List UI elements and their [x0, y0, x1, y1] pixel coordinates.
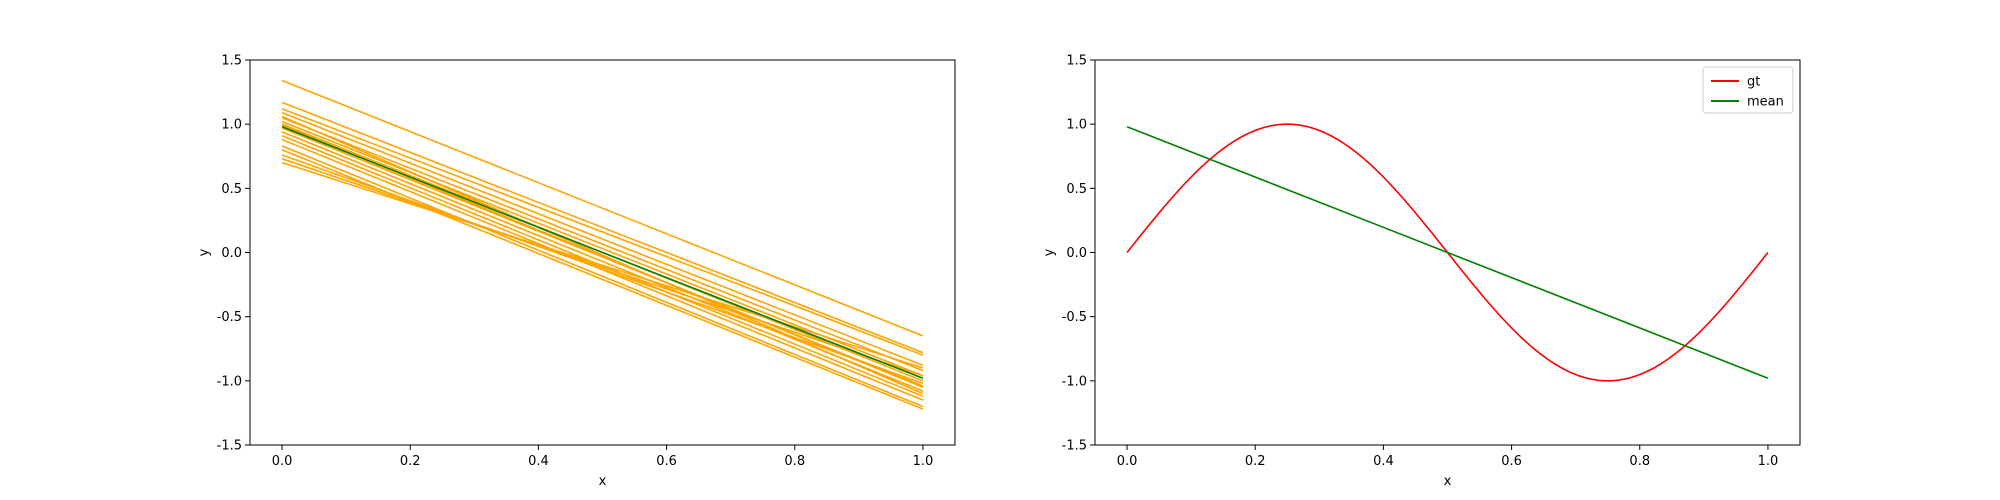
- left-y-ticks: -1.5 -1.0 -0.5 0.0 0.5 1.0 1.5: [217, 54, 250, 454]
- y-tick-label: 1.5: [221, 54, 242, 69]
- x-tick-label: 0.6: [1501, 454, 1522, 469]
- sample-line: [281, 158, 924, 377]
- y-tick-label: -1.0: [1062, 374, 1087, 389]
- legend-mean-label: mean: [1747, 95, 1784, 110]
- right-y-ticks: -1.5 -1.0 -0.5 0.0 0.5 1.0 1.5: [1062, 54, 1095, 454]
- sample-line: [281, 111, 924, 367]
- mean-line: [281, 125, 924, 380]
- y-tick-label: -1.5: [1062, 439, 1087, 454]
- x-tick-label: 1.0: [913, 454, 934, 469]
- y-tick-label: 0.0: [1066, 246, 1087, 261]
- y-tick-label: 0.5: [221, 182, 242, 197]
- sample-line: [281, 145, 924, 408]
- x-tick-label: 0.8: [1629, 454, 1650, 469]
- x-tick-label: 1.0: [1758, 454, 1779, 469]
- x-tick-label: 0.4: [1373, 454, 1394, 469]
- y-tick-label: -0.5: [217, 310, 242, 325]
- y-tick-label: -0.5: [1062, 310, 1087, 325]
- sample-line: [281, 117, 924, 372]
- sample-line: [281, 161, 924, 369]
- mean-line: [1126, 125, 1769, 380]
- x-tick-label: 0.0: [1117, 454, 1138, 469]
- y-tick-label: 0.0: [221, 246, 242, 261]
- x-tick-label: 0.6: [656, 454, 677, 469]
- y-tick-label: -1.0: [217, 374, 242, 389]
- legend-gt-label: gt: [1747, 75, 1760, 90]
- left-x-ticks: 0.0 0.2 0.4 0.6 0.8 1.0: [272, 445, 934, 469]
- sample-line: [281, 79, 924, 337]
- y-tick-label: 1.5: [1066, 54, 1087, 69]
- sample-line: [281, 108, 924, 356]
- right-subplot: 0.0 0.2 0.4 0.6 0.8 1.0 -1.5 -1.0 -0.5 0.0 0.5 1.0…: [1042, 54, 1801, 489]
- sample-line: [281, 101, 924, 354]
- sample-line: [281, 154, 924, 385]
- y-tick-label: -1.5: [217, 439, 242, 454]
- x-tick-label: 0.0: [272, 454, 293, 469]
- x-tick-label: 0.8: [784, 454, 805, 469]
- y-tick-label: 0.5: [1066, 182, 1087, 197]
- y-tick-label: 1.0: [221, 118, 242, 133]
- right-y-axis-label: y: [1042, 248, 1057, 256]
- legend: gt mean: [1702, 66, 1794, 114]
- x-tick-label: 0.2: [400, 454, 421, 469]
- sample-line: [281, 115, 924, 395]
- y-tick-label: 1.0: [1066, 118, 1087, 133]
- x-tick-label: 0.2: [1245, 454, 1266, 469]
- left-subplot: 0.0 0.2 0.4 0.6 0.8 1.0 -1.5 -1.0 -0.5 0.0 0.5 1.0…: [197, 54, 956, 489]
- left-y-axis-label: y: [197, 248, 212, 256]
- x-tick-label: 0.4: [528, 454, 549, 469]
- right-x-axis-label: x: [1444, 474, 1452, 489]
- left-x-axis-label: x: [599, 474, 607, 489]
- left-plot-lines: [281, 79, 924, 410]
- right-x-ticks: 0.0 0.2 0.4 0.6 0.8 1.0: [1117, 445, 1779, 469]
- right-plot-lines: [1126, 123, 1769, 382]
